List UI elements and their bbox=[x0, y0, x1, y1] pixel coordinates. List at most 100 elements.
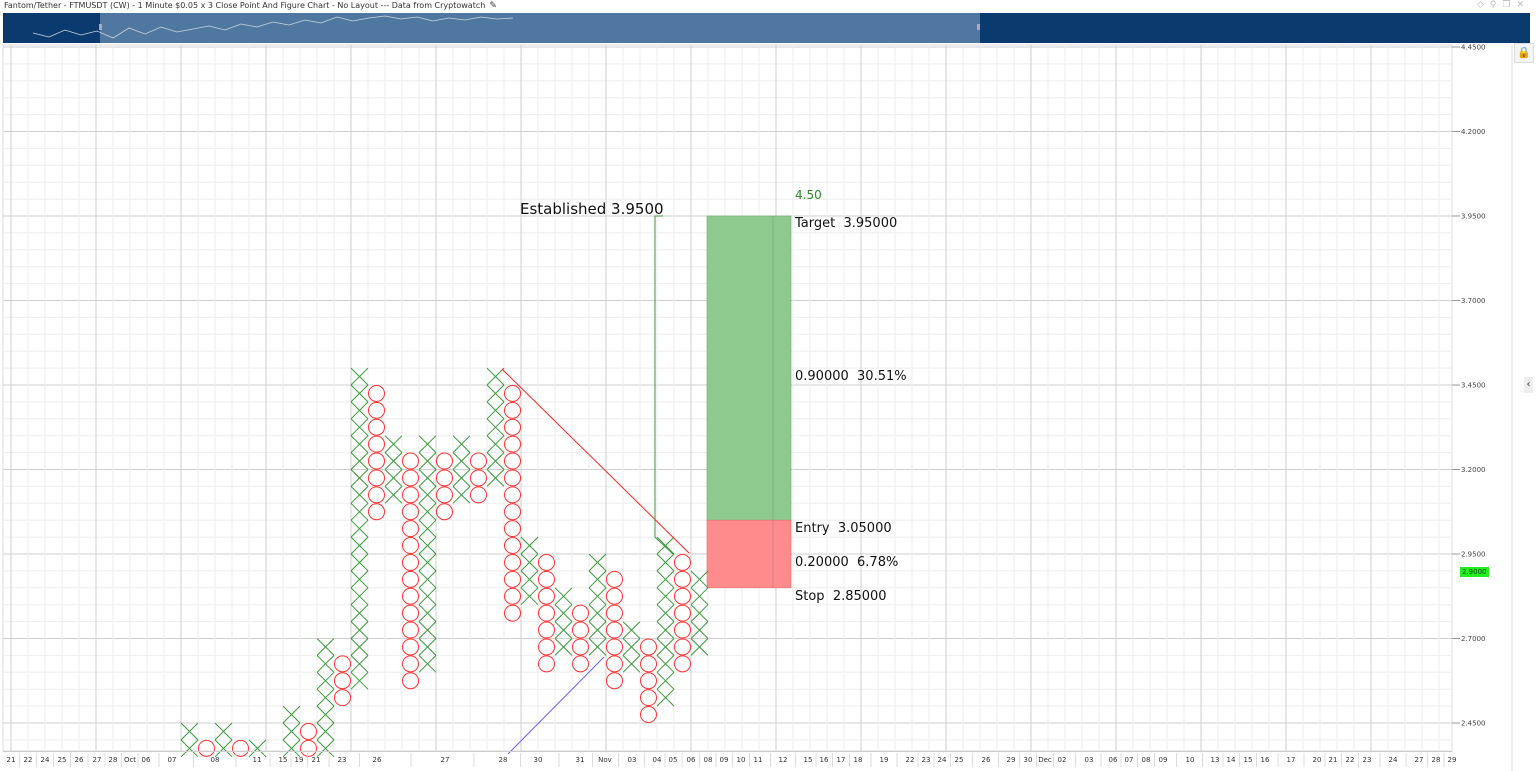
restore-icon[interactable]: ❐ bbox=[1502, 0, 1517, 10]
navigator-handle-left[interactable] bbox=[99, 24, 102, 30]
x-stroke bbox=[350, 638, 369, 656]
x-box bbox=[486, 384, 505, 403]
o-box bbox=[402, 452, 419, 470]
x-box bbox=[520, 587, 539, 606]
o-box bbox=[368, 401, 385, 419]
x-stroke bbox=[384, 486, 403, 504]
x-stroke bbox=[486, 418, 505, 437]
o-box bbox=[572, 604, 589, 622]
x-tick-label: 23 bbox=[1362, 756, 1372, 764]
x-tick-label: 15 bbox=[803, 756, 813, 764]
x-box bbox=[656, 604, 675, 622]
o-box bbox=[504, 520, 521, 538]
lock-icon[interactable]: 🔒 bbox=[1514, 43, 1534, 63]
y-tick-label: 2.7000 bbox=[1461, 635, 1486, 643]
x-tick-label: 11 bbox=[753, 756, 763, 764]
price-target-line bbox=[654, 215, 674, 555]
x-axis[interactable] bbox=[3, 751, 1452, 769]
x-stroke bbox=[418, 536, 437, 555]
x-tick-label: 08 bbox=[703, 756, 713, 764]
o-box bbox=[402, 672, 419, 690]
x-box bbox=[384, 435, 403, 453]
x-box bbox=[588, 570, 607, 589]
o-box bbox=[334, 689, 351, 707]
x-box bbox=[350, 671, 369, 690]
stop-label: Stop 2.85000 bbox=[795, 589, 887, 604]
x-stroke bbox=[350, 671, 369, 690]
x-stroke bbox=[418, 570, 437, 589]
o-box bbox=[402, 537, 419, 555]
y-tick-label: 2.9500 bbox=[1461, 551, 1486, 559]
x-box bbox=[316, 671, 335, 690]
o-box bbox=[674, 587, 691, 605]
pencil-icon[interactable]: ✎ bbox=[489, 1, 497, 11]
x-tick-label: 18 bbox=[853, 756, 863, 764]
navigator-handle-right[interactable] bbox=[977, 24, 980, 30]
x-stroke bbox=[588, 570, 607, 589]
x-tick-label: 03 bbox=[627, 756, 637, 764]
x-stroke bbox=[180, 739, 199, 758]
x-box bbox=[316, 705, 335, 724]
x-box bbox=[656, 553, 675, 572]
x-box bbox=[656, 671, 675, 690]
x-stroke bbox=[350, 570, 369, 589]
o-box bbox=[606, 638, 623, 656]
x-tick-label: 09 bbox=[1158, 756, 1168, 764]
x-stroke bbox=[690, 604, 709, 622]
x-stroke bbox=[486, 384, 505, 403]
o-box bbox=[674, 621, 691, 639]
x-box bbox=[350, 621, 369, 639]
x-tick-label: 08 bbox=[210, 756, 220, 764]
o-box bbox=[640, 638, 657, 656]
x-stroke bbox=[418, 638, 437, 656]
last-price-tag: 2.9000 bbox=[1460, 567, 1489, 577]
x-tick-label: 19 bbox=[294, 756, 304, 764]
x-tick-label: 22 bbox=[905, 756, 915, 764]
x-stroke bbox=[690, 638, 709, 656]
x-stroke bbox=[350, 418, 369, 437]
y-tick-label: 3.4500 bbox=[1461, 382, 1486, 390]
pin-icon[interactable]: ⚲ bbox=[1489, 0, 1503, 10]
x-stroke bbox=[384, 435, 403, 453]
o-box bbox=[538, 587, 555, 605]
o-box bbox=[368, 486, 385, 504]
x-stroke bbox=[350, 553, 369, 572]
chart-title: Fantom/Tether - FTMUSDT (CW) - 1 Minute … bbox=[4, 1, 497, 11]
x-box bbox=[418, 536, 437, 555]
x-box bbox=[350, 486, 369, 504]
o-box bbox=[640, 672, 657, 690]
close-icon[interactable]: ✕ bbox=[1516, 0, 1530, 10]
x-tick-label: 23 bbox=[337, 756, 347, 764]
x-box bbox=[554, 638, 573, 656]
x-box bbox=[282, 739, 301, 758]
o-box bbox=[232, 739, 249, 757]
x-stroke bbox=[554, 604, 573, 622]
o-box bbox=[402, 570, 419, 588]
o-box bbox=[504, 486, 521, 504]
x-tick-label: 24 bbox=[1388, 756, 1398, 764]
navigator-selection[interactable] bbox=[100, 13, 980, 43]
x-box bbox=[690, 587, 709, 606]
o-box bbox=[402, 486, 419, 504]
x-box bbox=[656, 570, 675, 589]
o-box bbox=[640, 655, 657, 673]
x-stroke bbox=[384, 452, 403, 470]
x-box bbox=[350, 553, 369, 572]
x-box bbox=[588, 638, 607, 656]
x-stroke bbox=[350, 486, 369, 504]
x-box bbox=[350, 418, 369, 437]
x-tick-label: 11 bbox=[252, 756, 262, 764]
x-box bbox=[350, 587, 369, 606]
o-box bbox=[504, 418, 521, 436]
x-stroke bbox=[350, 621, 369, 639]
y-tick-label: 3.9500 bbox=[1461, 213, 1486, 221]
diamond-icon[interactable]: ◇ bbox=[1476, 0, 1490, 10]
collapse-panel-icon[interactable]: ‹ bbox=[1524, 377, 1533, 393]
x-stroke bbox=[656, 671, 675, 690]
o-box bbox=[504, 553, 521, 571]
x-box bbox=[282, 722, 301, 741]
o-box bbox=[300, 722, 317, 740]
o-box bbox=[538, 655, 555, 673]
x-box bbox=[350, 367, 369, 386]
